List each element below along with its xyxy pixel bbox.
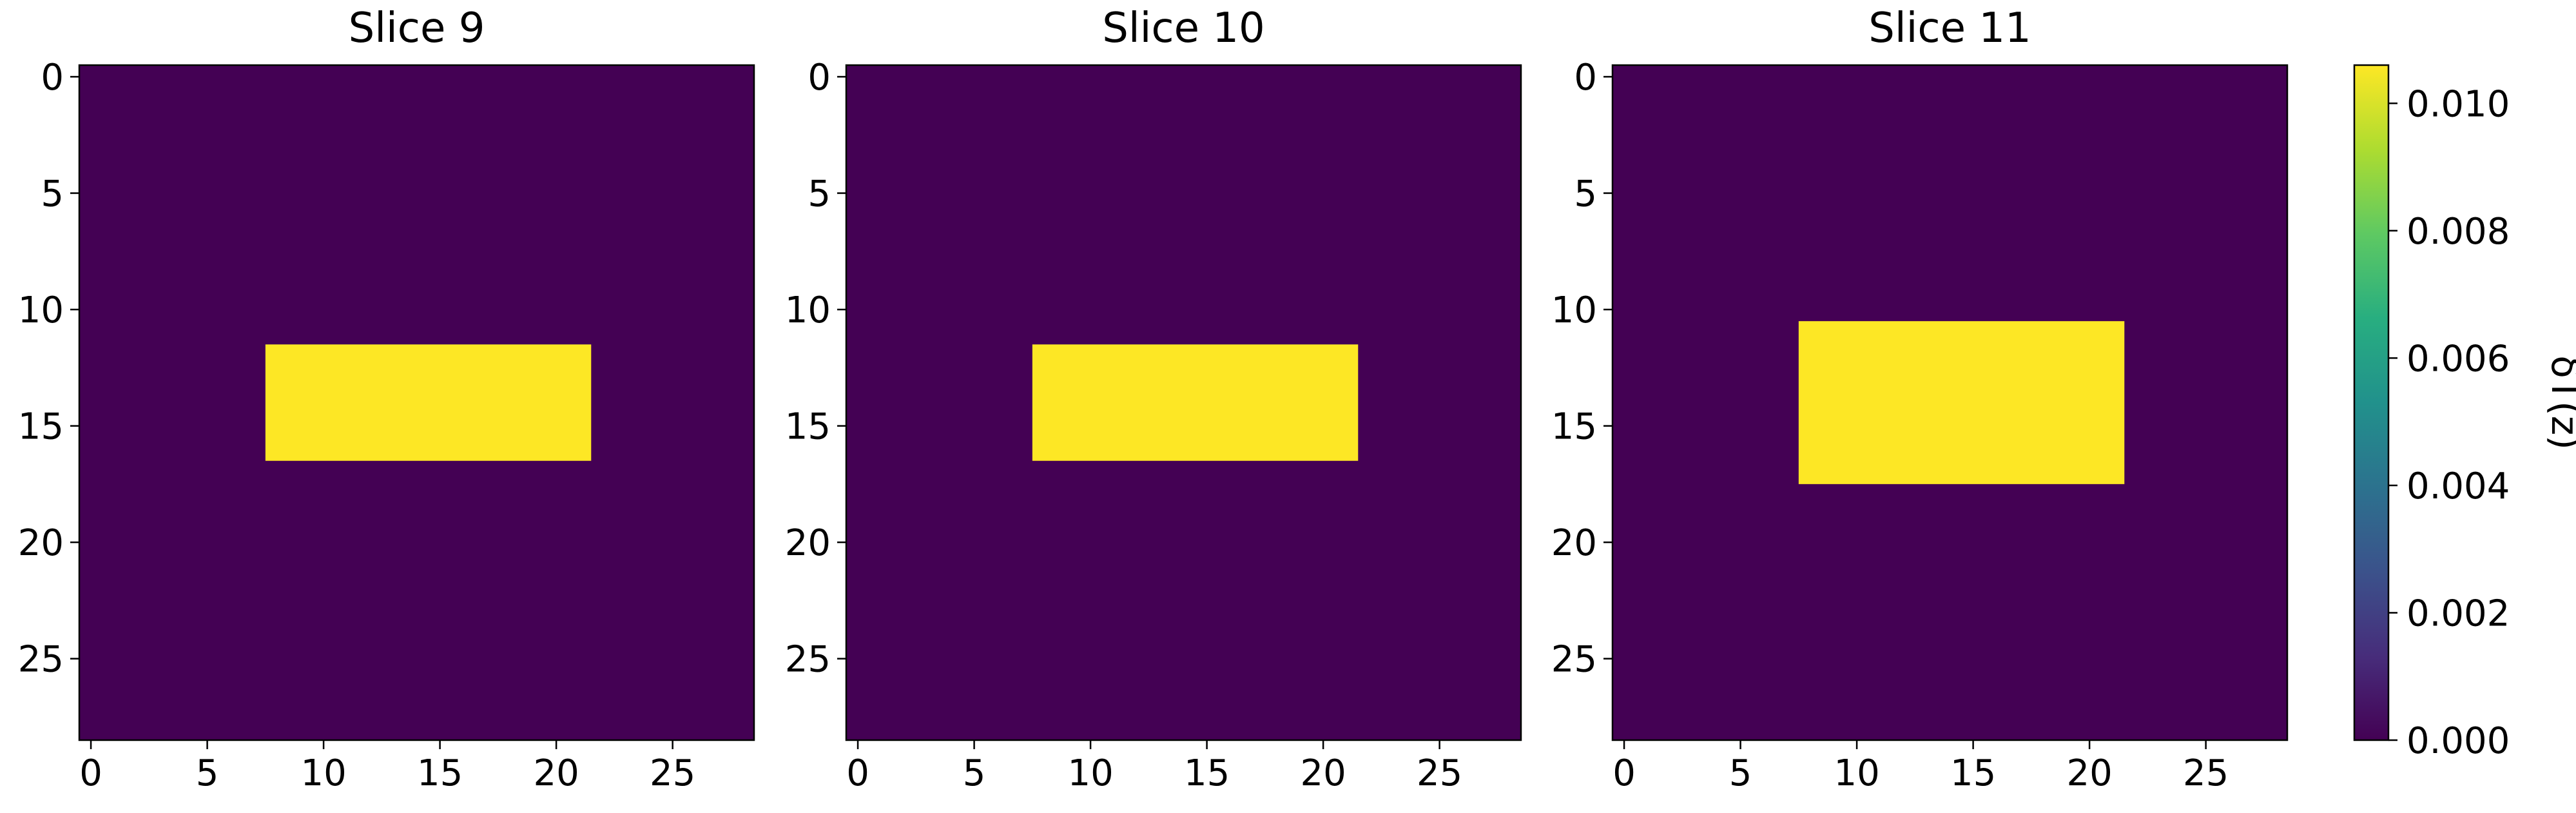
colorbar-tick-label: 0.004 xyxy=(2407,465,2510,507)
heatmap-hot-region xyxy=(1032,344,1359,461)
axes-frame xyxy=(845,64,1522,741)
colorbar-tick-label: 0.008 xyxy=(2407,211,2510,253)
x-tick-label: 0 xyxy=(846,752,869,794)
axes-frame xyxy=(1611,64,2289,741)
x-tick-label: 15 xyxy=(1950,752,1996,794)
colorbar-tick-label: 0.006 xyxy=(2407,338,2510,380)
x-tick-label: 15 xyxy=(1184,752,1230,794)
panel-title: Slice 9 xyxy=(349,5,485,52)
y-tick-label: 0 xyxy=(808,57,831,99)
x-tick-label: 20 xyxy=(533,752,579,794)
y-tick-label: 5 xyxy=(41,173,64,215)
y-tick-label: 5 xyxy=(1574,173,1597,215)
y-tick-label: 20 xyxy=(18,522,64,564)
heatmap-panel-3: Slice 11 0 5 10 15 20 25 0 5 10 15 20 25 xyxy=(1551,5,2289,794)
y-tick-label: 0 xyxy=(41,57,64,99)
x-tick-label: 25 xyxy=(1417,752,1462,794)
colorbar-gradient xyxy=(2354,65,2388,740)
y-tick-label: 10 xyxy=(1551,289,1597,331)
y-tick-label: 25 xyxy=(785,639,831,681)
y-tick-label: 25 xyxy=(1551,639,1597,681)
x-tick-label: 25 xyxy=(650,752,695,794)
x-tick-label: 15 xyxy=(417,752,463,794)
heatmap-panel-1: Slice 9 0 5 10 15 20 25 0 5 10 15 20 25 xyxy=(18,5,755,794)
heatmap-hot-region xyxy=(265,344,592,461)
y-tick-label: 10 xyxy=(785,289,831,331)
y-tick-label: 15 xyxy=(785,406,831,448)
colorbar-tick-label: 0.002 xyxy=(2407,593,2510,634)
colorbar-label: δT(z) xyxy=(2543,355,2576,450)
x-tick-label: 5 xyxy=(1729,752,1752,794)
x-tick-label: 5 xyxy=(196,752,219,794)
colorbar-frame xyxy=(2353,64,2390,741)
y-tick-label: 15 xyxy=(18,406,64,448)
panel-title: Slice 11 xyxy=(1868,5,2031,52)
y-tick-label: 20 xyxy=(785,522,831,564)
x-tick-label: 10 xyxy=(1067,752,1113,794)
colorbar-tick-label: 0.000 xyxy=(2407,720,2510,762)
x-tick-label: 0 xyxy=(79,752,102,794)
panel-title: Slice 10 xyxy=(1102,5,1265,52)
x-tick-label: 10 xyxy=(1834,752,1879,794)
y-tick-label: 20 xyxy=(1551,522,1597,564)
axes-frame xyxy=(78,64,755,741)
y-tick-label: 5 xyxy=(808,173,831,215)
heatmap-hot-region xyxy=(1798,321,2125,484)
y-tick-label: 10 xyxy=(18,289,64,331)
y-tick-label: 15 xyxy=(1551,406,1597,448)
x-tick-label: 20 xyxy=(1300,752,1346,794)
heatmap-panel-2: Slice 10 0 5 10 15 20 25 0 5 10 15 20 25 xyxy=(785,5,1522,794)
colorbar-tick-label: 0.010 xyxy=(2407,83,2510,125)
y-tick-label: 0 xyxy=(1574,57,1597,99)
x-tick-label: 10 xyxy=(300,752,346,794)
x-tick-label: 0 xyxy=(1612,752,1636,794)
x-tick-label: 20 xyxy=(2066,752,2112,794)
colorbar: 0.000 0.002 0.004 0.006 0.008 0.010 δT(z) xyxy=(2353,64,2576,762)
heatmap-panels: Slice 9 0 5 10 15 20 25 0 5 10 15 20 25 Slice 10 0 5 10 1… xyxy=(18,5,2289,794)
x-tick-label: 25 xyxy=(2183,752,2229,794)
y-tick-label: 25 xyxy=(18,639,64,681)
x-tick-label: 5 xyxy=(963,752,986,794)
